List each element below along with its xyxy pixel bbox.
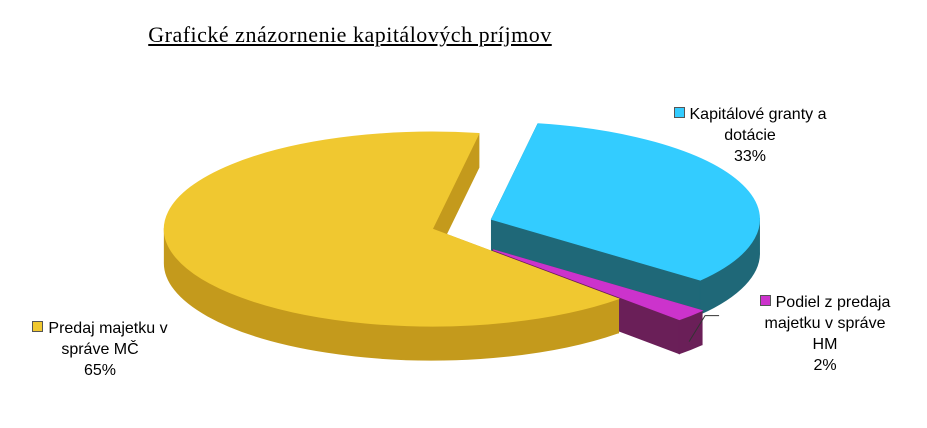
hm-swatch [759,295,771,306]
slice-label-mc-line2: správe MČ [61,341,139,358]
pie-slice-mc [163,131,620,327]
slice-label-grants-line2: dotácie [724,127,776,144]
slice-label-hm-line3: HM [812,336,838,353]
slice-label-grants-pct: 33% [733,148,767,165]
leader-line-hm [688,315,720,342]
mc-swatch [32,321,44,332]
slice-label-hm-line2: majetku v správe [764,315,886,332]
chart-title: Grafické znázornenie kapitálových príjmo… [148,22,552,47]
grants-swatch [673,107,685,118]
slice-label-grants-line1: Kapitálové granty a [630,104,870,125]
slice-label-mc-pct: 65% [83,362,117,379]
slice-label-hm: Podiel z predaja majetku v správe HM 2% [715,292,927,376]
pie-slice-hm [492,249,704,321]
pie-slice-grants [490,123,760,281]
slice-label-mc: Predaj majetku v správe MČ 65% [0,318,200,381]
pie-tops [163,123,760,327]
slice-label-grants: Kapitálové granty a dotácie 33% [630,104,870,167]
slice-label-mc-line1: Predaj majetku v [0,318,200,339]
slice-label-hm-line1: Podiel z predaja [715,292,927,313]
slice-label-hm-pct: 2% [813,357,837,374]
leader-lines [688,315,720,342]
